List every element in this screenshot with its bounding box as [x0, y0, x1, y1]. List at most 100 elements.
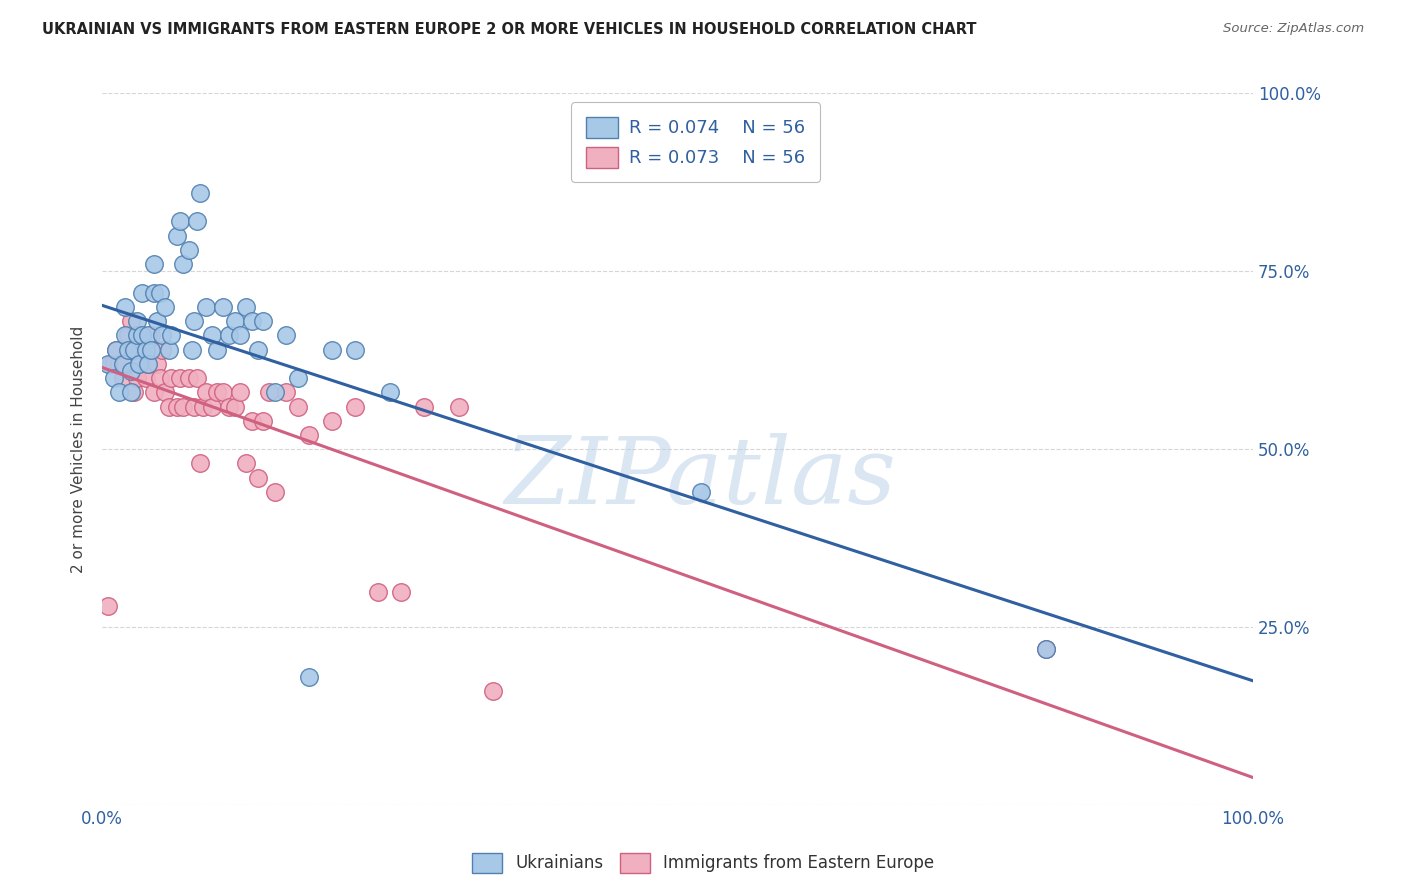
Point	[103, 371, 125, 385]
Point	[105, 343, 128, 357]
Point	[136, 357, 159, 371]
Point	[367, 584, 389, 599]
Point	[143, 285, 166, 300]
Point	[136, 357, 159, 371]
Text: UKRAINIAN VS IMMIGRANTS FROM EASTERN EUROPE 2 OR MORE VEHICLES IN HOUSEHOLD CORR: UKRAINIAN VS IMMIGRANTS FROM EASTERN EUR…	[42, 22, 977, 37]
Legend: Ukrainians, Immigrants from Eastern Europe: Ukrainians, Immigrants from Eastern Euro…	[465, 847, 941, 880]
Point	[1035, 641, 1057, 656]
Point	[124, 385, 146, 400]
Point	[194, 385, 217, 400]
Point	[135, 371, 157, 385]
Point	[186, 214, 208, 228]
Point	[287, 371, 309, 385]
Point	[263, 385, 285, 400]
Point	[321, 343, 343, 357]
Point	[240, 314, 263, 328]
Point	[97, 599, 120, 613]
Point	[482, 684, 505, 698]
Point	[212, 300, 235, 314]
Point	[193, 400, 215, 414]
Point	[240, 414, 263, 428]
Point	[321, 414, 343, 428]
Point	[252, 414, 274, 428]
Text: Source: ZipAtlas.com: Source: ZipAtlas.com	[1223, 22, 1364, 36]
Point	[131, 285, 153, 300]
Point	[139, 328, 162, 343]
Point	[111, 357, 134, 371]
Point	[218, 400, 240, 414]
Point	[128, 357, 150, 371]
Point	[128, 357, 150, 371]
Point	[157, 400, 180, 414]
Point	[97, 357, 120, 371]
Point	[120, 343, 142, 357]
Point	[157, 343, 180, 357]
Point	[172, 257, 194, 271]
Point	[114, 300, 136, 314]
Point	[146, 314, 169, 328]
Point	[344, 400, 367, 414]
Point	[246, 343, 269, 357]
Point	[276, 328, 298, 343]
Point	[257, 385, 280, 400]
Point	[169, 371, 191, 385]
Point	[149, 285, 172, 300]
Point	[125, 371, 148, 385]
Point	[120, 364, 142, 378]
Point	[100, 357, 122, 371]
Point	[188, 186, 211, 200]
Point	[298, 670, 321, 684]
Point	[172, 400, 194, 414]
Point	[177, 371, 200, 385]
Point	[149, 371, 172, 385]
Point	[103, 357, 125, 371]
Point	[108, 357, 131, 371]
Point	[246, 471, 269, 485]
Point	[229, 328, 252, 343]
Point	[181, 343, 204, 357]
Text: ZIPatlas: ZIPatlas	[505, 433, 897, 523]
Point	[378, 385, 401, 400]
Point	[169, 214, 191, 228]
Point	[200, 400, 222, 414]
Point	[200, 328, 222, 343]
Point	[194, 300, 217, 314]
Point	[150, 328, 173, 343]
Point	[229, 385, 252, 400]
Point	[120, 314, 142, 328]
Point	[166, 228, 188, 243]
Point	[235, 457, 257, 471]
Point	[105, 343, 128, 357]
Point	[689, 484, 711, 499]
Point	[114, 328, 136, 343]
Point	[186, 371, 208, 385]
Point	[124, 343, 146, 357]
Point	[177, 243, 200, 257]
Point	[114, 357, 136, 371]
Point	[150, 343, 173, 357]
Point	[188, 457, 211, 471]
Point	[117, 328, 139, 343]
Point	[263, 484, 285, 499]
Point	[276, 385, 298, 400]
Point	[160, 371, 183, 385]
Y-axis label: 2 or more Vehicles in Household: 2 or more Vehicles in Household	[72, 326, 86, 573]
Point	[143, 257, 166, 271]
Point	[125, 314, 148, 328]
Point	[287, 400, 309, 414]
Point	[207, 343, 229, 357]
Point	[235, 300, 257, 314]
Point	[131, 343, 153, 357]
Point	[183, 314, 205, 328]
Point	[136, 328, 159, 343]
Point	[120, 385, 142, 400]
Point	[224, 400, 246, 414]
Point	[218, 328, 240, 343]
Point	[183, 400, 205, 414]
Point	[160, 328, 183, 343]
Point	[155, 385, 177, 400]
Point	[447, 400, 470, 414]
Point	[139, 343, 162, 357]
Point	[143, 385, 166, 400]
Legend: R = 0.074    N = 56, R = 0.073    N = 56: R = 0.074 N = 56, R = 0.073 N = 56	[571, 103, 820, 182]
